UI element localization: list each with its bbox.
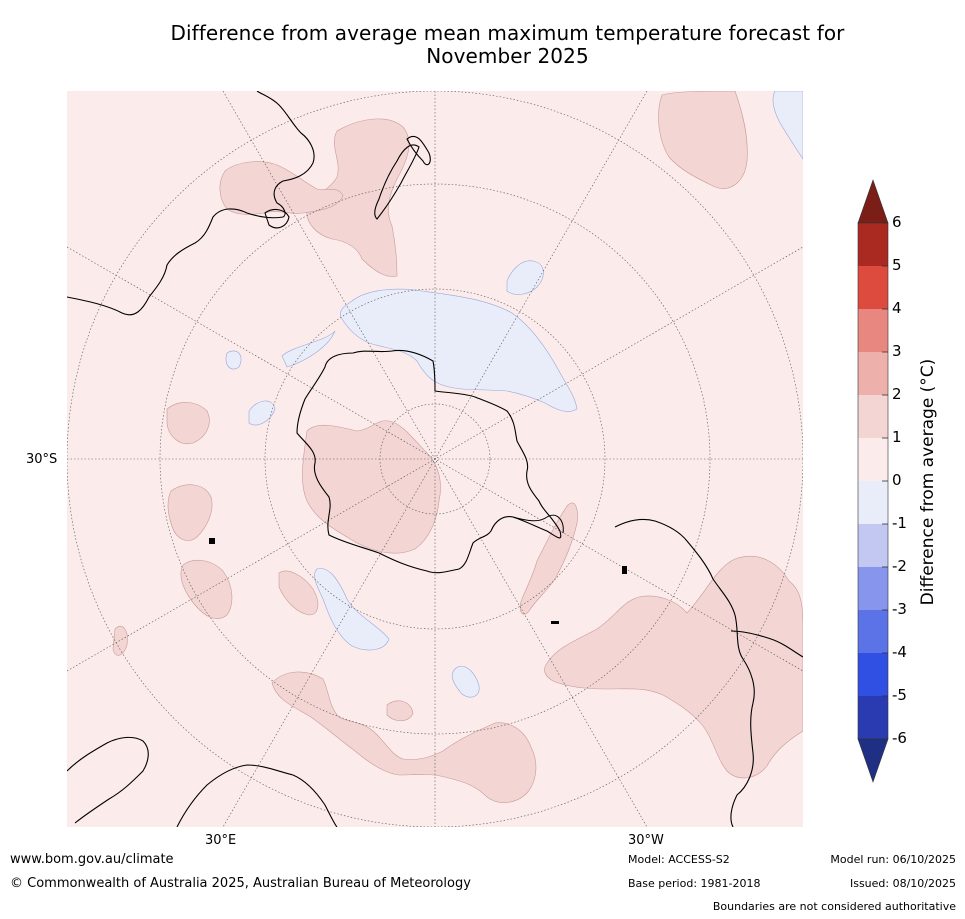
colorbar-bin — [858, 610, 888, 653]
cool-anomaly-south-2 — [451, 665, 480, 698]
australia-warm-anomaly — [219, 161, 344, 215]
island-kerguelen — [209, 538, 215, 544]
antarctic-peninsula-coastline — [512, 514, 564, 534]
indian-ocean-warm-anomaly-6 — [386, 700, 414, 722]
island-falklands — [551, 621, 559, 624]
colorbar-bin — [858, 524, 888, 567]
tasmania-coastline — [264, 208, 290, 229]
antarctica-coastline — [296, 349, 562, 574]
colorbar — [857, 179, 889, 783]
tasman-warm-anomaly — [658, 91, 748, 189]
footer-boundaries-note: Boundaries are not considered authoritat… — [712, 900, 956, 913]
colorbar-extend-top — [857, 179, 889, 224]
new-zealand-north-island-coastline — [406, 135, 431, 166]
colorbar-tick-label: 4 — [892, 299, 902, 317]
longitude-label-30w: 30°W — [628, 833, 664, 848]
meridian-120 — [67, 246, 803, 672]
indian-ocean-warm-anomaly-5 — [112, 625, 128, 656]
colorbar-tick-label: -4 — [892, 643, 907, 661]
colorbar-bin — [858, 223, 888, 266]
map-canvas — [67, 91, 803, 827]
colorbar-tick-label: -2 — [892, 557, 907, 575]
colorbar-tick-label: 3 — [892, 342, 902, 360]
coastlines — [67, 91, 803, 827]
graticule — [67, 91, 803, 827]
colorbar-bin — [858, 266, 888, 309]
footer-model: Model: ACCESS-S2 — [628, 853, 730, 866]
latitude-circle-60s — [264, 288, 606, 630]
colorbar-extend-bottom — [857, 738, 889, 783]
south-atlantic-warm-anomaly — [271, 671, 537, 803]
colorbar-tick-label: -3 — [892, 600, 907, 618]
cool-anomaly-northeast — [772, 91, 803, 160]
colorbar-graphic — [857, 179, 889, 783]
colorbar-bin — [858, 395, 888, 438]
footer-copyright: © Commonwealth of Australia 2025, Austra… — [10, 876, 471, 891]
colorbar-tick-label: 2 — [892, 385, 902, 403]
map-title-line-1: Difference from average mean maximum tem… — [170, 21, 845, 45]
small-islands — [209, 538, 627, 624]
africa-coastline — [67, 736, 338, 827]
latitude-label-30s: 30°S — [26, 452, 58, 467]
colorbar-bin — [858, 438, 888, 481]
weddell-sea-cool-anomaly — [340, 288, 578, 412]
australia-coastline — [67, 91, 315, 316]
island-south-georgia — [622, 566, 627, 574]
colorbar-tick-label: -5 — [892, 686, 907, 704]
forecast-map — [67, 91, 803, 827]
map-title-line-2: November 2025 — [426, 44, 589, 68]
weddell-sea-cool-anomaly-north — [506, 260, 544, 295]
colorbar-tick-label: 5 — [892, 256, 902, 274]
indian-ocean-warm-anomaly-4 — [278, 570, 319, 616]
cool-anomaly-west-2 — [225, 350, 242, 370]
indian-ocean-warm-anomaly-2 — [167, 484, 213, 541]
cool-anomaly-south-1 — [314, 568, 390, 651]
colorbar-label: Difference from average (°C) — [918, 358, 938, 606]
cool-anomaly-west-3 — [248, 400, 276, 426]
colorbar-tick-label: 0 — [892, 471, 902, 489]
longitude-label-30e: 30°E — [205, 833, 237, 848]
footer-issued: Issued: 08/10/2025 — [849, 877, 956, 890]
south-america-coastline — [614, 518, 803, 827]
colorbar-bin — [858, 696, 888, 739]
latitude-circle-45s — [159, 183, 711, 735]
colorbar-bin — [858, 309, 888, 352]
colorbar-tick-label: -1 — [892, 514, 907, 532]
colorbar-tick-label: 1 — [892, 428, 902, 446]
indian-ocean-warm-anomaly-1 — [166, 402, 210, 445]
footer-model-run: Model run: 06/10/2025 — [830, 853, 956, 866]
indian-ocean-warm-anomaly-3 — [180, 559, 233, 619]
colorbar-bin — [858, 567, 888, 610]
footer-base-period: Base period: 1981-2018 — [628, 877, 761, 890]
colorbar-tick-label: -6 — [892, 729, 907, 747]
colorbar-bin — [858, 653, 888, 696]
colorbar-bin — [858, 352, 888, 395]
cool-anomaly-west-1 — [281, 330, 336, 368]
colorbar-tick-label: 6 — [892, 213, 902, 231]
colorbar-bin — [858, 481, 888, 524]
antarctic-interior-warm-anomaly — [302, 420, 441, 554]
south-america-warm-anomaly — [544, 555, 803, 779]
footer-url[interactable]: www.bom.gov.au/climate — [10, 852, 174, 867]
new-zealand-south-island-coastline — [374, 144, 420, 220]
